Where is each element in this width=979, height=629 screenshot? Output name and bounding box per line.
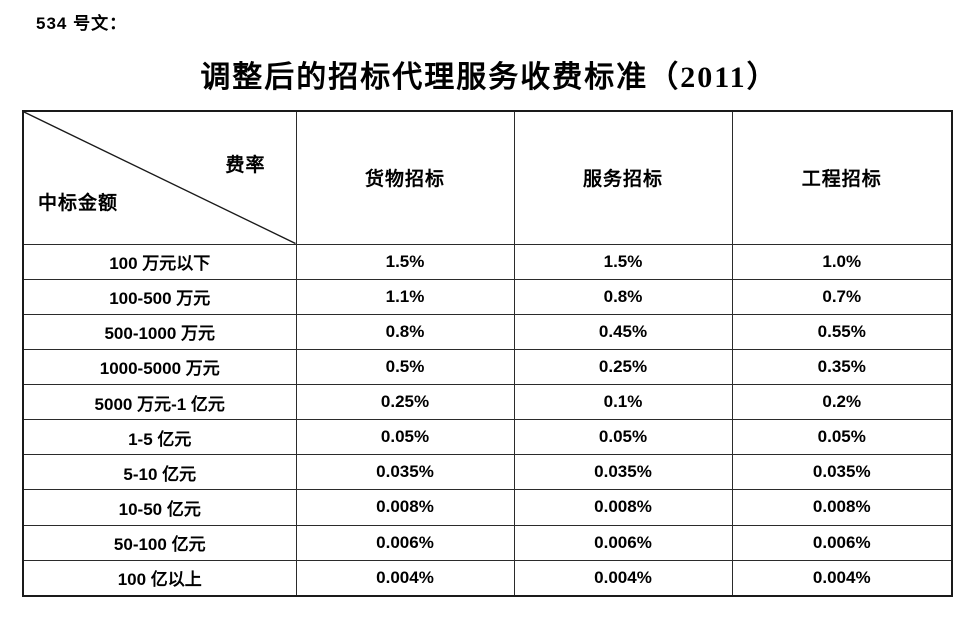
page-title: 调整后的招标代理服务收费标准（2011） <box>200 61 779 94</box>
cell-value: 0.35% <box>731 348 953 386</box>
cell-value: 0.035% <box>295 454 515 491</box>
cell-value: 0.006% <box>513 524 733 561</box>
cell-value: 0.008% <box>731 489 953 526</box>
table-row: 100 亿以上 0.004% 0.004% 0.004% <box>22 559 953 597</box>
cell-value: 0.8% <box>513 278 733 315</box>
cell-value: 0.006% <box>295 524 515 561</box>
cell-value: 0.55% <box>731 313 953 350</box>
row-label: 100 万元以下 <box>22 243 297 280</box>
diagonal-divider-line <box>24 112 296 244</box>
cell-value: 0.05% <box>295 419 515 456</box>
cell-value: 0.7% <box>731 278 953 315</box>
row-label: 100-500 万元 <box>22 278 297 315</box>
cell-value: 0.004% <box>731 559 953 597</box>
cell-value: 1.0% <box>731 243 953 280</box>
column-header-goods-bidding: 货物招标 <box>295 110 515 245</box>
cell-value: 0.008% <box>295 489 515 526</box>
cell-value: 1.5% <box>295 243 515 280</box>
doc-number-label: 534 号文： <box>36 14 128 33</box>
corner-cell: 费率 中标金额 <box>22 110 297 245</box>
cell-value: 0.006% <box>731 524 953 561</box>
row-label: 1000-5000 万元 <box>22 348 297 386</box>
cell-value: 0.25% <box>295 383 515 421</box>
corner-label-bid-amount: 中标金额 <box>38 193 119 214</box>
table-row: 100 万元以下 1.5% 1.5% 1.0% <box>22 243 953 280</box>
cell-value: 0.004% <box>513 559 733 597</box>
cell-value: 1.1% <box>295 278 515 315</box>
row-label: 500-1000 万元 <box>22 313 297 350</box>
table-row: 50-100 亿元 0.006% 0.006% 0.006% <box>22 524 953 561</box>
corner-label-rate: 费率 <box>225 155 266 176</box>
row-label: 5-10 亿元 <box>22 454 297 491</box>
cell-value: 0.45% <box>513 313 733 350</box>
cell-value: 1.5% <box>513 243 733 280</box>
cell-value: 0.2% <box>731 383 953 421</box>
table-row: 100-500 万元 1.1% 0.8% 0.7% <box>22 278 953 315</box>
cell-value: 0.035% <box>513 454 733 491</box>
row-label: 10-50 亿元 <box>22 489 297 526</box>
cell-value: 0.05% <box>731 419 953 456</box>
row-label: 50-100 亿元 <box>22 524 297 561</box>
cell-value: 0.035% <box>731 454 953 491</box>
cell-value: 0.008% <box>513 489 733 526</box>
cell-value: 0.05% <box>513 419 733 456</box>
cell-value: 0.8% <box>295 313 515 350</box>
table-row: 5-10 亿元 0.035% 0.035% 0.035% <box>22 454 953 491</box>
table-header-row: 费率 中标金额 货物招标 服务招标 工程招标 <box>22 110 953 245</box>
row-label: 5000 万元-1 亿元 <box>22 383 297 421</box>
table-row: 500-1000 万元 0.8% 0.45% 0.55% <box>22 313 953 350</box>
fee-standard-table: 费率 中标金额 货物招标 服务招标 工程招标 100 万元以下 1.5% 1.5… <box>22 110 953 597</box>
cell-value: 0.25% <box>513 348 733 386</box>
table-row: 5000 万元-1 亿元 0.25% 0.1% 0.2% <box>22 383 953 421</box>
column-header-engineering-bidding: 工程招标 <box>731 110 953 245</box>
table-row: 1000-5000 万元 0.5% 0.25% 0.35% <box>22 348 953 386</box>
column-header-service-bidding: 服务招标 <box>513 110 733 245</box>
cell-value: 0.5% <box>295 348 515 386</box>
row-label: 1-5 亿元 <box>22 419 297 456</box>
table-row: 1-5 亿元 0.05% 0.05% 0.05% <box>22 419 953 456</box>
table-row: 10-50 亿元 0.008% 0.008% 0.008% <box>22 489 953 526</box>
cell-value: 0.004% <box>295 559 515 597</box>
cell-value: 0.1% <box>513 383 733 421</box>
row-label: 100 亿以上 <box>22 559 297 597</box>
